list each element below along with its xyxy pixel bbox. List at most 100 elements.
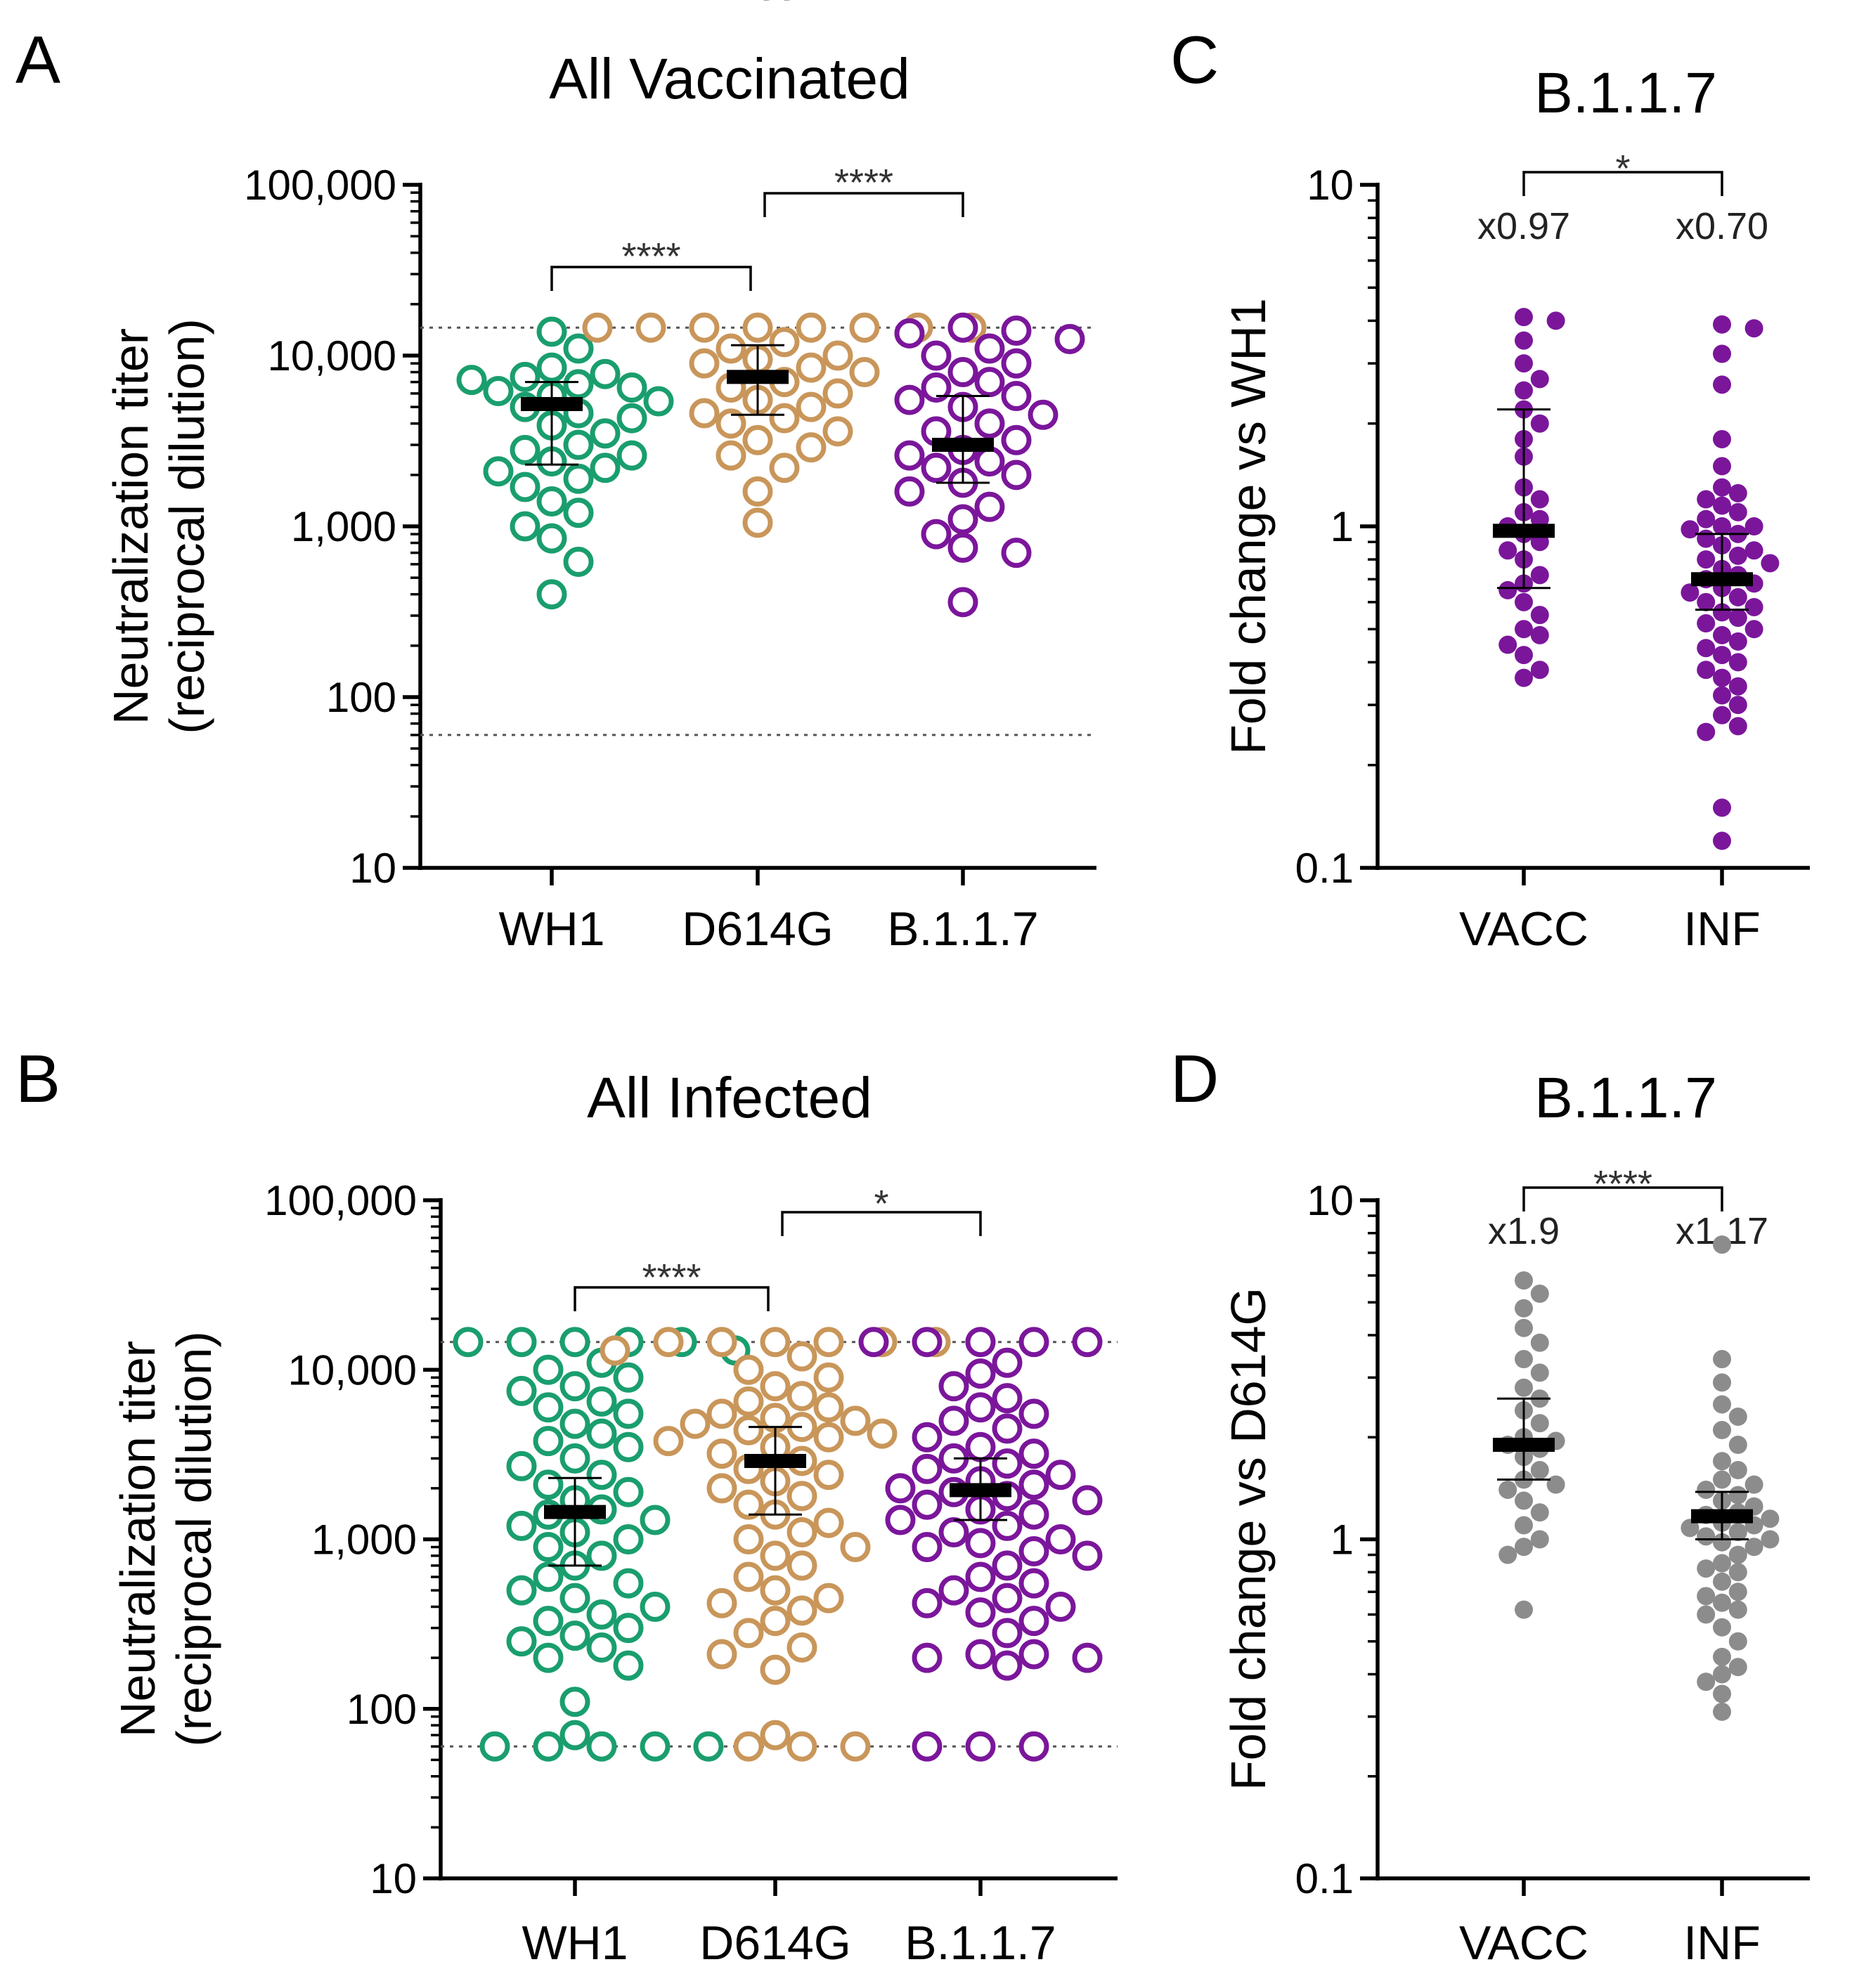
data-point-inf	[1713, 1554, 1731, 1573]
data-point-inf	[1744, 620, 1763, 639]
data-point-inf	[1728, 1545, 1747, 1564]
data-point-inf	[1697, 1527, 1716, 1546]
data-point-d614g	[733, 1561, 764, 1592]
data-point-wh1	[533, 1532, 564, 1563]
data-point-wh1	[506, 1626, 537, 1657]
data-point-d614g	[733, 1618, 764, 1649]
data-point-b117	[974, 333, 1005, 364]
data-point-d614g	[706, 1398, 737, 1429]
data-point-d614g	[706, 1639, 737, 1670]
data-point-inf	[1713, 1684, 1731, 1703]
data-point-b117	[894, 440, 925, 471]
x-category-label: WH1	[498, 902, 604, 956]
data-point-inf	[1728, 587, 1747, 606]
data-point-b117	[992, 1383, 1023, 1414]
data-point-inf	[1728, 1486, 1747, 1505]
data-point-wh1	[586, 1599, 617, 1630]
data-point-inf	[1697, 1605, 1716, 1624]
data-point-vacc	[1530, 509, 1549, 528]
data-point-wh1	[483, 375, 514, 406]
data-point-b117	[992, 1650, 1023, 1681]
data-point-d614g	[733, 1415, 764, 1445]
data-point-vacc	[1530, 1503, 1549, 1522]
data-point-inf	[1728, 1632, 1747, 1651]
data-point-b117	[1018, 1327, 1049, 1358]
data-point-b117	[965, 1358, 996, 1389]
data-point-vacc	[1515, 1350, 1533, 1369]
data-point-b117	[912, 1731, 943, 1762]
data-point-d614g	[760, 1327, 791, 1358]
data-point-inf	[1713, 831, 1731, 850]
data-point-inf	[1728, 1436, 1747, 1455]
data-point-wh1	[616, 440, 647, 471]
data-point-d614g	[786, 1341, 817, 1372]
y-tick-label: 100	[347, 1686, 417, 1733]
data-point-d614g	[867, 1418, 898, 1449]
data-point-b117	[1045, 1460, 1076, 1490]
data-point-b117	[1054, 323, 1085, 354]
data-point-b117	[965, 1327, 996, 1358]
data-point-wh1	[613, 1524, 644, 1554]
data-point-vacc	[1530, 625, 1549, 644]
data-point-wh1	[533, 1606, 564, 1637]
data-point-b117	[1001, 538, 1032, 569]
data-point-inf	[1713, 646, 1731, 665]
data-point-vacc	[1546, 1475, 1565, 1494]
data-point-d614g	[822, 340, 853, 371]
data-point-inf	[1697, 550, 1716, 569]
data-point-inf	[1697, 529, 1716, 548]
panel-d: D B.1.1.7 Fold change vs D614G 0.1 1 10 VACC IN…	[1170, 1041, 1810, 1970]
data-point-wh1	[563, 546, 594, 577]
data-point-inf	[1713, 1647, 1731, 1666]
data-point-inf	[1744, 1475, 1763, 1494]
data-point-d614g	[786, 1632, 817, 1663]
data-point-d614g	[760, 1575, 791, 1606]
y-axis-title: Neutralization titer	[110, 1341, 165, 1737]
significance-bracket	[550, 266, 752, 291]
data-point-d614g	[849, 357, 880, 388]
data-point-b117	[1018, 1469, 1049, 1500]
data-point-inf	[1713, 603, 1731, 622]
data-point-d614g	[742, 424, 773, 455]
data-point-b117	[1072, 1540, 1103, 1571]
data-point-b117	[858, 1327, 889, 1358]
data-point-vacc	[1530, 490, 1549, 509]
data-point-b117	[992, 1550, 1023, 1581]
data-point-inf	[1713, 1470, 1731, 1489]
data-point-wh1	[640, 1505, 671, 1535]
data-point-b117	[965, 1731, 996, 1762]
y-tick-label: 10	[349, 845, 396, 892]
data-point-d614g	[600, 1335, 630, 1366]
data-point-d614g	[813, 1460, 844, 1490]
data-point-b117	[1001, 424, 1032, 455]
data-point-inf	[1728, 1583, 1747, 1602]
data-point-inf	[1728, 1600, 1747, 1619]
data-point-vacc	[1498, 1545, 1517, 1564]
data-point-inf	[1761, 554, 1780, 573]
data-point-b117	[921, 340, 952, 371]
data-point-d614g	[689, 348, 720, 379]
panel-title: All Infected	[587, 1066, 872, 1130]
data-point-wh1	[510, 472, 540, 502]
data-point-wh1	[536, 316, 567, 347]
data-point-d614g	[796, 391, 827, 422]
data-point-vacc	[1515, 1516, 1533, 1535]
data-point-inf	[1713, 478, 1731, 497]
data-point-b117	[1018, 1606, 1049, 1637]
data-point-wh1	[536, 579, 567, 610]
data-point-wh1	[616, 372, 647, 403]
y-axis-subtitle: (reciprocal dilution)	[160, 318, 214, 734]
data-point-inf	[1728, 609, 1747, 628]
data-point-inf	[1728, 546, 1747, 565]
data-point-vacc	[1530, 414, 1549, 433]
data-point-b117	[947, 504, 978, 535]
significance-label: ns	[737, 0, 777, 8]
data-point-inf	[1713, 1702, 1731, 1721]
x-category-label: INF	[1683, 1916, 1761, 1970]
y-axis-title: Fold change vs D614G	[1221, 1287, 1276, 1791]
data-point-b117	[1001, 380, 1032, 411]
data-point-d614g	[813, 1392, 844, 1423]
fold-change-label: x0.97	[1477, 205, 1570, 247]
y-tick-label: 1,000	[311, 1516, 417, 1564]
data-point-d614g	[840, 1731, 871, 1762]
